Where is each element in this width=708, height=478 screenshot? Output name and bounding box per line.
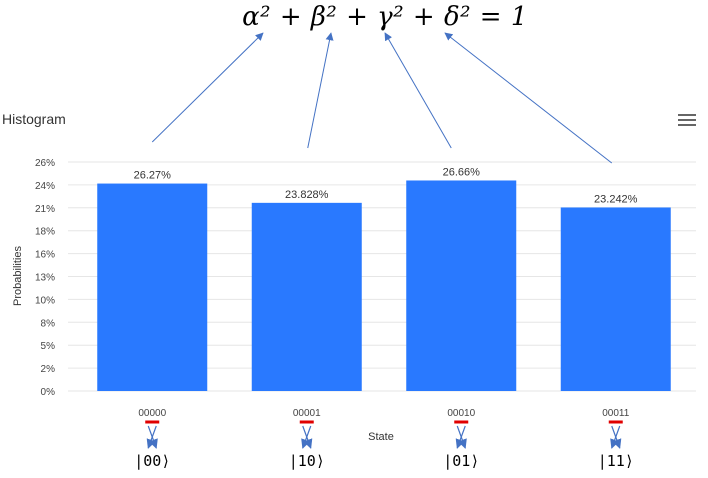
hamburger-menu-icon[interactable] — [678, 111, 696, 127]
amplitude-arrow — [307, 32, 334, 149]
state-ket: |00⟩ — [134, 452, 170, 470]
y-tick-label: 10% — [35, 295, 55, 306]
bar-00011[interactable] — [560, 207, 671, 391]
y-tick-label: 0% — [41, 387, 56, 398]
x-axis-title: State — [368, 431, 394, 443]
x-tick-label: 00010 — [447, 408, 475, 419]
annotations: |00⟩ |10⟩ |01⟩ |11⟩ — [134, 32, 634, 470]
y-tick-label: 26% — [35, 158, 55, 169]
x-tick-label: 00011 — [602, 408, 630, 419]
bars — [97, 180, 671, 391]
amplitude-arrow — [444, 32, 613, 164]
swap-arrow — [455, 425, 466, 449]
panel-title: Histogram — [2, 111, 66, 127]
bar-00001[interactable] — [251, 202, 362, 391]
data-labels: 26.27% 23.828% 26.66% 23.242% — [134, 166, 638, 205]
state-ket: |11⟩ — [598, 452, 634, 470]
normalization-equation: α² + β² + γ² + δ² = 1 — [0, 2, 708, 32]
y-axis-title: Probabilities — [12, 246, 24, 306]
x-axis-ticks: 00000 00001 00010 00011 — [138, 408, 629, 419]
y-axis-ticks: 0% 2% 5% 8% 10% 13% 16% 18% 21% 24% 26% — [35, 158, 55, 398]
y-tick-label: 16% — [35, 250, 55, 261]
amplitude-arrow — [384, 32, 452, 149]
data-label: 26.66% — [443, 166, 481, 178]
bar-00010[interactable] — [406, 180, 517, 391]
y-tick-label: 5% — [41, 341, 56, 352]
y-tick-label: 24% — [35, 181, 55, 192]
y-tick-label: 18% — [35, 227, 55, 238]
equation-text: α² + β² + γ² + δ² = 1 — [242, 2, 528, 32]
swap-arrow — [146, 425, 157, 449]
x-tick-label: 00000 — [138, 408, 166, 419]
x-tick-label: 00001 — [293, 408, 321, 419]
y-tick-label: 21% — [35, 204, 55, 215]
y-tick-label: 13% — [35, 273, 55, 284]
state-ket: |10⟩ — [289, 452, 325, 470]
data-label: 23.242% — [594, 193, 638, 205]
swap-arrow — [301, 425, 312, 449]
y-tick-label: 8% — [41, 318, 56, 329]
bar-00000[interactable] — [97, 183, 208, 391]
data-label: 23.828% — [285, 189, 329, 201]
data-label: 26.27% — [134, 170, 172, 182]
state-ket: |01⟩ — [443, 452, 479, 470]
y-tick-label: 2% — [41, 364, 56, 375]
amplitude-arrow — [151, 32, 264, 143]
swap-arrow — [610, 425, 621, 449]
